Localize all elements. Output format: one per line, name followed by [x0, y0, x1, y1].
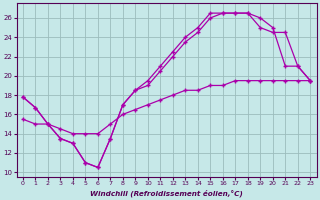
X-axis label: Windchill (Refroidissement éolien,°C): Windchill (Refroidissement éolien,°C)	[90, 189, 243, 197]
